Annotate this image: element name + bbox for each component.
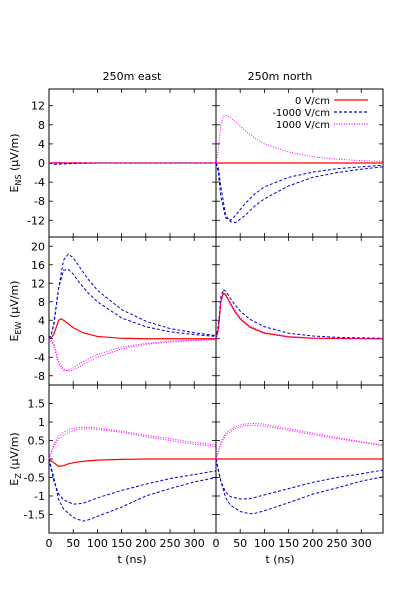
series-line-1000vcm — [48, 428, 217, 460]
y-tick-label: 12 — [31, 100, 45, 113]
x-axis-label-left: t (ns) — [117, 553, 146, 566]
series-line--1000vcm — [48, 268, 217, 339]
y-tick-label: 0 — [38, 453, 45, 466]
y-tick-label: 4 — [38, 138, 45, 151]
y-tick-label: 4 — [38, 314, 45, 327]
y-tick-label: 0 — [38, 157, 45, 170]
x-tick-label: 300 — [351, 537, 372, 550]
x-tick-label: 200 — [135, 537, 156, 550]
x-tick-label: 150 — [278, 537, 299, 550]
panel-east-row-0: -12 -8 -4 0 4 8 12 — [27, 88, 217, 238]
x-tick-label: 100 — [87, 537, 108, 550]
x-tick-label: 0 — [46, 537, 53, 550]
series-line--1000vcm — [215, 162, 384, 221]
y-tick-label: 0.5 — [28, 435, 46, 448]
x-tick-label: 200 — [302, 537, 323, 550]
x-tick-label: 50 — [66, 537, 80, 550]
series-line-1000vcm — [48, 338, 217, 371]
x-axis: 0 50 100 150 200 250 300 0 50 100 150 200 250 300 — [46, 537, 372, 550]
series-line-1000vcm — [48, 338, 217, 372]
series-line-0vcm — [48, 318, 216, 340]
series-line-1000vcm — [215, 422, 384, 460]
y-axis-label: EEW (µV/m) — [8, 281, 23, 342]
y-tick-label: 8 — [38, 296, 45, 309]
series-line--1000vcm — [48, 162, 216, 165]
y-tick-label: 12 — [31, 277, 45, 290]
series-line-0vcm — [215, 292, 384, 340]
legend-label: 0 V/cm — [295, 96, 330, 107]
panel-north-row-1 — [215, 236, 384, 386]
panel-east-row-2: -1.5 -1 -0.5 0 0.5 1 1.5 — [24, 384, 217, 534]
column-title-east: 250m east — [103, 70, 162, 83]
panels: -12 -8 -4 0 4 8 12 -8 -4 0 4 8 12 16 20 -1.5 -1 -0.5 0 0.5 1… — [24, 88, 384, 534]
x-tick-label: 150 — [111, 537, 132, 550]
panel-east-row-1: -8 -4 0 4 8 12 16 20 — [31, 236, 217, 386]
legend-label: -1000 V/cm — [272, 108, 330, 119]
series-line-1000vcm — [48, 426, 217, 460]
y-tick-label: -8 — [34, 195, 45, 208]
panel-north-row-2 — [215, 384, 384, 534]
y-tick-label: 1.5 — [28, 398, 46, 411]
y-axis-label: EZ (µV/m) — [8, 432, 23, 485]
series-line--1000vcm — [215, 288, 384, 339]
x-tick-label: 0 — [213, 537, 220, 550]
y-tick-label: 16 — [31, 259, 45, 272]
y-tick-label: 1 — [38, 416, 45, 429]
series-line-0vcm — [48, 458, 216, 468]
x-tick-label: 300 — [184, 537, 205, 550]
y-tick-label: 8 — [38, 119, 45, 132]
x-tick-label: 250 — [160, 537, 181, 550]
x-tick-label: 50 — [233, 537, 247, 550]
y-axis-label: ENS (µV/m) — [8, 133, 23, 192]
y-tick-label: -8 — [34, 370, 45, 383]
series-line--1000vcm — [215, 458, 384, 515]
y-tick-label: -12 — [27, 214, 45, 227]
y-tick-label: -1.5 — [24, 509, 45, 522]
y-tick-label: -0.5 — [24, 472, 45, 485]
x-tick-label: 250 — [327, 537, 348, 550]
panel-frame — [215, 236, 384, 386]
series-line--1000vcm — [215, 458, 384, 500]
series-line--1000vcm — [48, 253, 217, 339]
series-line-1000vcm — [215, 290, 384, 340]
y-tick-label: -4 — [34, 176, 45, 189]
series-line--1000vcm — [48, 458, 217, 522]
series-line-1000vcm — [215, 424, 384, 460]
y-tick-label: -4 — [34, 351, 45, 364]
y-tick-label: 0 — [38, 333, 45, 346]
x-axis-label-right: t (ns) — [265, 553, 294, 566]
column-title-north: 250m north — [248, 70, 313, 83]
series-line--1000vcm — [215, 162, 384, 224]
x-tick-label: 100 — [254, 537, 275, 550]
series-line--1000vcm — [48, 458, 217, 505]
y-axis-labels: ENS (µV/m) EEW (µV/m) EZ (µV/m) — [8, 133, 23, 485]
y-tick-label: 20 — [31, 240, 45, 253]
legend-label: 1000 V/cm — [276, 120, 330, 131]
y-tick-label: -1 — [34, 490, 45, 503]
